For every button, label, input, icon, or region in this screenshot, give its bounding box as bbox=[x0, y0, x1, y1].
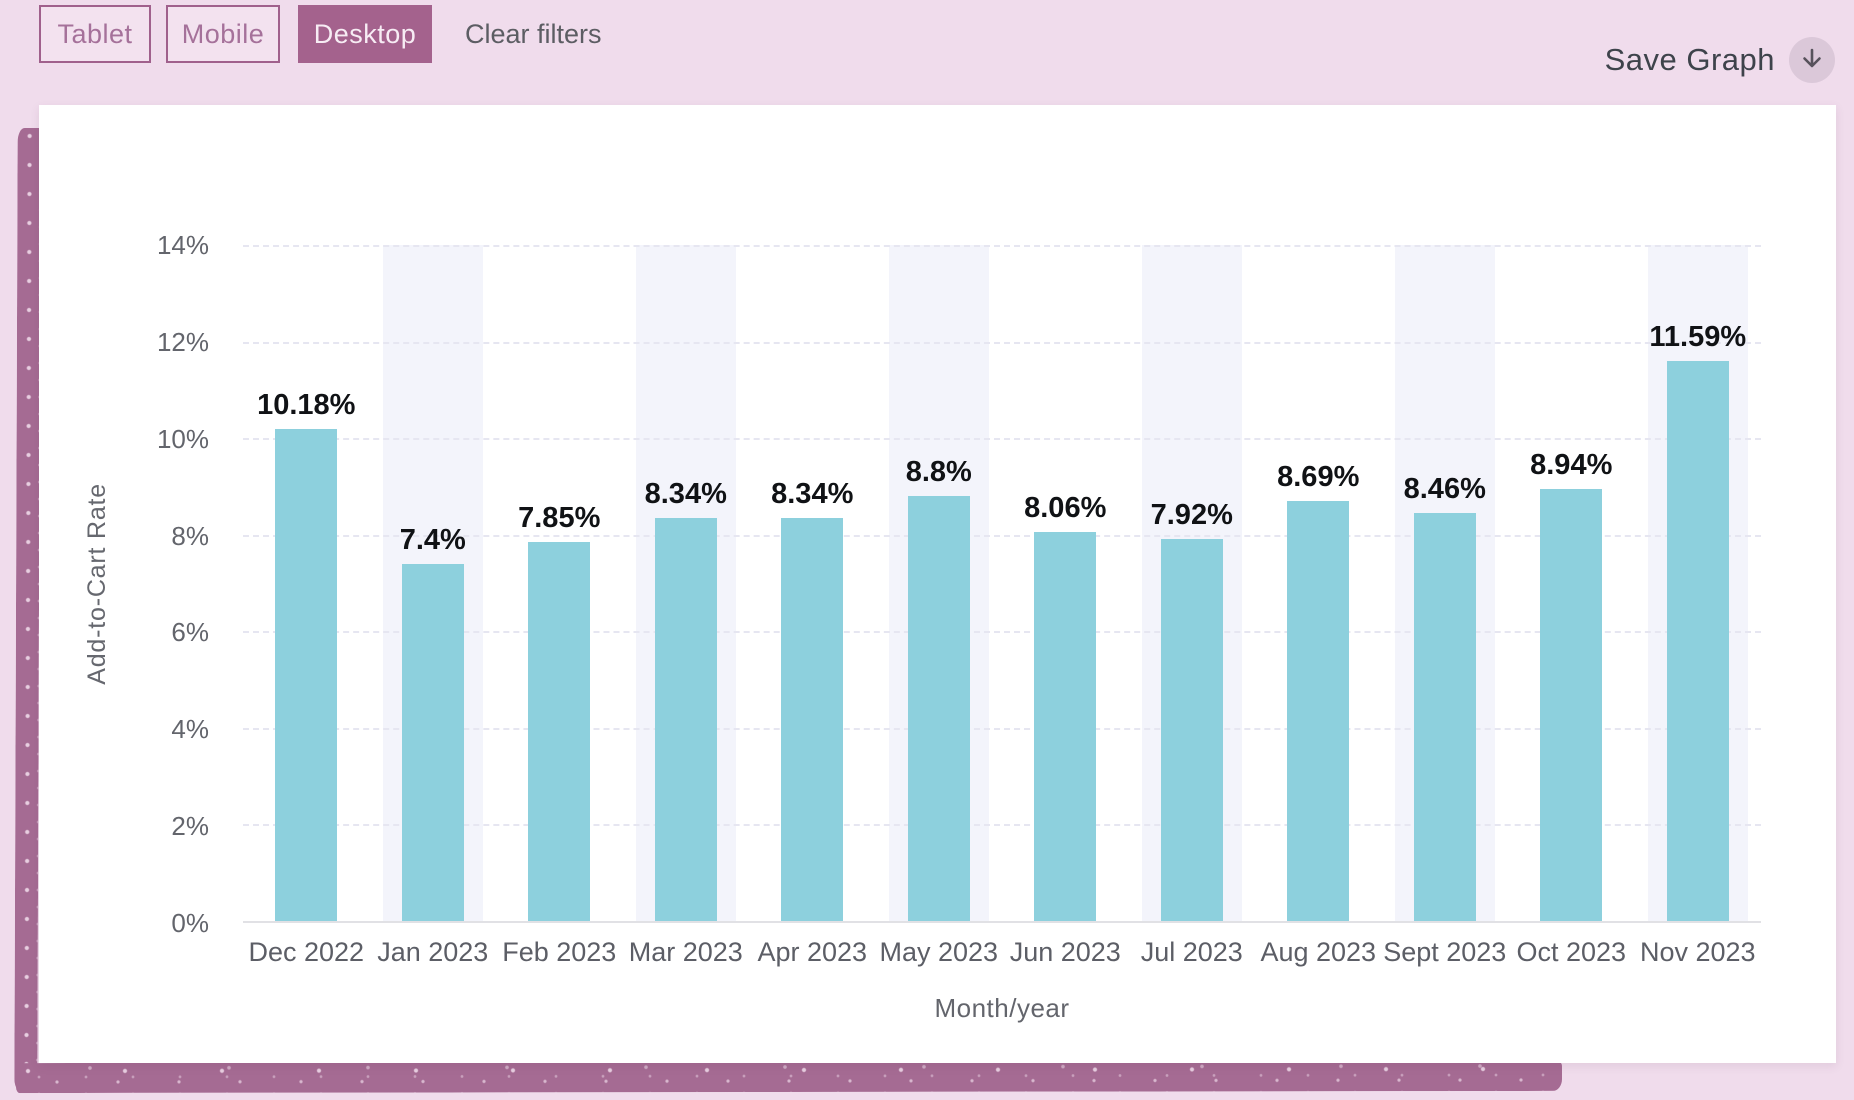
bar-value-label: 8.34% bbox=[644, 478, 727, 511]
y-tick-label: 4% bbox=[171, 714, 209, 745]
x-tick-label: Sept 2023 bbox=[1383, 937, 1507, 967]
gridline bbox=[243, 727, 1761, 730]
x-tick-label: Feb 2023 bbox=[502, 937, 617, 967]
gridline bbox=[243, 824, 1761, 827]
y-tick-label: 12% bbox=[156, 326, 209, 357]
bar-value-label: 8.94% bbox=[1530, 449, 1613, 482]
x-tick-label: Jul 2023 bbox=[1140, 937, 1243, 967]
filter-button-desktop[interactable]: Desktop bbox=[298, 5, 432, 63]
bar-column: 8.94% Oct 2023 bbox=[1508, 245, 1635, 967]
x-tick-label: Dec 2022 bbox=[248, 937, 365, 967]
y-axis-tick-labels: 0% 2% 4% 6% 8% 10% 12% 14% bbox=[99, 230, 209, 938]
x-tick-label: Nov 2023 bbox=[1639, 937, 1756, 967]
bar[interactable] bbox=[1540, 489, 1603, 921]
x-tick-label: Apr 2023 bbox=[757, 937, 868, 967]
bar[interactable] bbox=[401, 563, 464, 921]
bar[interactable] bbox=[1413, 512, 1476, 921]
y-tick-label: 6% bbox=[171, 617, 209, 648]
x-tick-label: Jan 2023 bbox=[377, 937, 489, 967]
bar[interactable] bbox=[528, 541, 591, 921]
bar-value-label: 11.59% bbox=[1649, 321, 1747, 354]
gridline bbox=[243, 341, 1761, 344]
bar-column: 8.34% Mar 2023 bbox=[623, 245, 750, 967]
bar-column: 8.34% Apr 2023 bbox=[749, 245, 876, 967]
bar-value-label: 8.46% bbox=[1403, 472, 1486, 505]
bar-column: 7.4% Jan 2023 bbox=[370, 245, 497, 967]
bar[interactable] bbox=[1666, 361, 1729, 921]
bar-value-label: 8.34% bbox=[771, 478, 854, 511]
filter-button-mobile[interactable]: Mobile bbox=[166, 5, 280, 63]
gridline bbox=[243, 438, 1761, 441]
y-tick-label: 2% bbox=[171, 811, 209, 842]
bar-column: 8.46% Sept 2023 bbox=[1382, 245, 1509, 967]
bar-column: 8.69% Aug 2023 bbox=[1255, 245, 1382, 967]
bar-value-label: 10.18% bbox=[257, 389, 356, 422]
y-tick-label: 0% bbox=[171, 908, 209, 938]
download-icon[interactable] bbox=[1789, 37, 1835, 83]
bar-column: 8.06% Jun 2023 bbox=[1002, 245, 1129, 967]
y-tick-label: 14% bbox=[156, 230, 209, 260]
x-axis-title: Month/year bbox=[934, 993, 1070, 1023]
bar-column: 11.59% Nov 2023 bbox=[1635, 245, 1762, 967]
bar-column: 8.8% May 2023 bbox=[876, 245, 1003, 967]
gridline bbox=[243, 631, 1761, 634]
bar[interactable] bbox=[1287, 501, 1350, 921]
x-tick-label: Oct 2023 bbox=[1516, 937, 1627, 967]
bar-value-label: 8.69% bbox=[1277, 461, 1360, 494]
y-tick-label: 10% bbox=[156, 423, 209, 454]
bar[interactable] bbox=[1160, 538, 1223, 921]
bar-value-label: 7.85% bbox=[518, 501, 601, 534]
gridline bbox=[243, 245, 1761, 247]
bar[interactable] bbox=[654, 518, 717, 921]
save-graph-button[interactable]: Save Graph bbox=[1605, 34, 1835, 86]
x-tick-label: Aug 2023 bbox=[1260, 937, 1377, 967]
bar-value-label: 7.92% bbox=[1150, 498, 1233, 531]
x-tick-label: Mar 2023 bbox=[628, 937, 743, 967]
x-tick-label: May 2023 bbox=[879, 937, 999, 967]
gridline bbox=[243, 534, 1761, 537]
bar-value-label: 8.06% bbox=[1024, 491, 1107, 524]
bar-value-label: 7.4% bbox=[399, 523, 466, 556]
bar-column: 10.18% Dec 2022 bbox=[243, 245, 370, 967]
save-graph-label: Save Graph bbox=[1604, 42, 1775, 77]
filter-button-tablet[interactable]: Tablet bbox=[39, 5, 151, 63]
bar-column: 7.92% Jul 2023 bbox=[1129, 245, 1256, 967]
x-tick-label: Jun 2023 bbox=[1009, 937, 1121, 967]
y-tick-label: 8% bbox=[171, 520, 209, 551]
bar-column: 7.85% Feb 2023 bbox=[496, 245, 623, 967]
bar[interactable] bbox=[275, 429, 338, 921]
decorative-brush-bottom bbox=[15, 1060, 1563, 1094]
decorative-brush-left bbox=[14, 127, 41, 1089]
bar-value-label: 8.8% bbox=[905, 456, 972, 489]
bar[interactable] bbox=[781, 518, 844, 921]
plot-area: 10.18% Dec 2022 7.4% Jan 2023 7.85% Feb 2023 8… bbox=[243, 245, 1762, 967]
chart-card: Add-to-Cart Rate 0% 2% 4% 6% 8% 10% 12% 14% 10.… bbox=[39, 105, 1836, 1063]
bar[interactable] bbox=[907, 496, 970, 921]
bar[interactable] bbox=[1034, 531, 1097, 921]
clear-filters-link[interactable]: Clear filters bbox=[465, 18, 602, 49]
